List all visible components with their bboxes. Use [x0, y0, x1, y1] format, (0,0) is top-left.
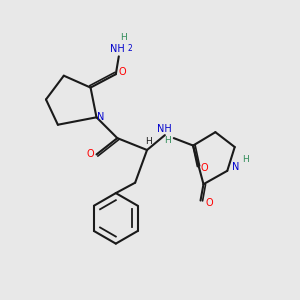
Text: N: N: [97, 112, 105, 122]
Text: O: O: [200, 163, 208, 173]
Text: H: H: [145, 136, 152, 146]
Text: NH: NH: [158, 124, 172, 134]
Text: O: O: [206, 198, 213, 208]
Text: O: O: [118, 67, 126, 77]
Text: NH: NH: [110, 44, 125, 54]
Text: O: O: [86, 149, 94, 160]
Text: H: H: [120, 33, 127, 42]
Text: H: H: [164, 136, 171, 145]
Text: H: H: [242, 155, 249, 164]
Text: 2: 2: [128, 44, 133, 52]
Text: N: N: [232, 162, 239, 172]
